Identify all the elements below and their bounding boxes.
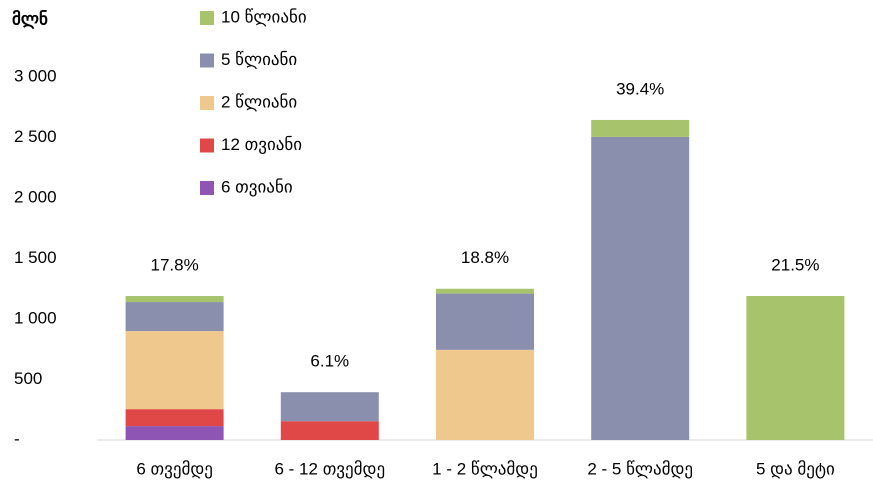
y-tick-label: 3 000: [14, 66, 57, 85]
y-tick-label: -: [14, 429, 20, 448]
bar-segment: [591, 119, 690, 137]
y-unit: მლნ: [12, 9, 48, 29]
bar-annotation: 39.4%: [616, 79, 664, 98]
y-tick-label: 2 500: [14, 127, 57, 146]
bar-segment: [436, 293, 534, 350]
y-tick-label: 500: [14, 369, 42, 388]
bar-segment: [125, 302, 224, 332]
legend-label: 10 წლიანი: [221, 7, 307, 26]
legend-label: 6 თვიანი: [221, 177, 293, 197]
bar-segment: [125, 409, 224, 427]
bar-segment: [125, 296, 224, 303]
legend-swatch: [200, 138, 214, 153]
x-tick-label: 5 და მეტი: [756, 459, 835, 479]
legend-label: 5 წლიანი: [221, 50, 297, 69]
x-tick-label: 1 - 2 წლამდე: [432, 459, 538, 479]
y-tick-label: 2 000: [14, 187, 57, 206]
bar-segment: [436, 349, 534, 440]
legend-label: 2 წლიანი: [221, 92, 297, 111]
bar-segment: [746, 296, 845, 440]
bar-annotation: 21.5%: [771, 255, 819, 274]
bar-annotation: 6.1%: [310, 352, 349, 371]
bar-segment: [280, 392, 379, 422]
bar-segment: [280, 421, 379, 440]
bar-segment: [436, 288, 534, 294]
legend-swatch: [200, 96, 214, 110]
x-tick-label: 2 - 5 წლამდე: [587, 459, 693, 479]
bar-segment: [125, 426, 224, 440]
legend-label: 12 თვიანი: [221, 135, 302, 155]
bar-annotation: 18.8%: [461, 248, 509, 267]
legend-swatch: [200, 181, 214, 195]
x-tick-label: 6 - 12 თვემდე: [275, 459, 386, 479]
x-tick-label: 6 თვემდე: [136, 459, 213, 479]
legend-swatch: [200, 53, 214, 68]
bar-segment: [591, 136, 690, 440]
y-tick-label: 1 000: [14, 308, 57, 327]
y-tick-label: 1 500: [14, 248, 57, 267]
legend-swatch: [200, 11, 214, 25]
bar-annotation: 17.8%: [150, 255, 198, 274]
bar-segment: [125, 331, 224, 410]
